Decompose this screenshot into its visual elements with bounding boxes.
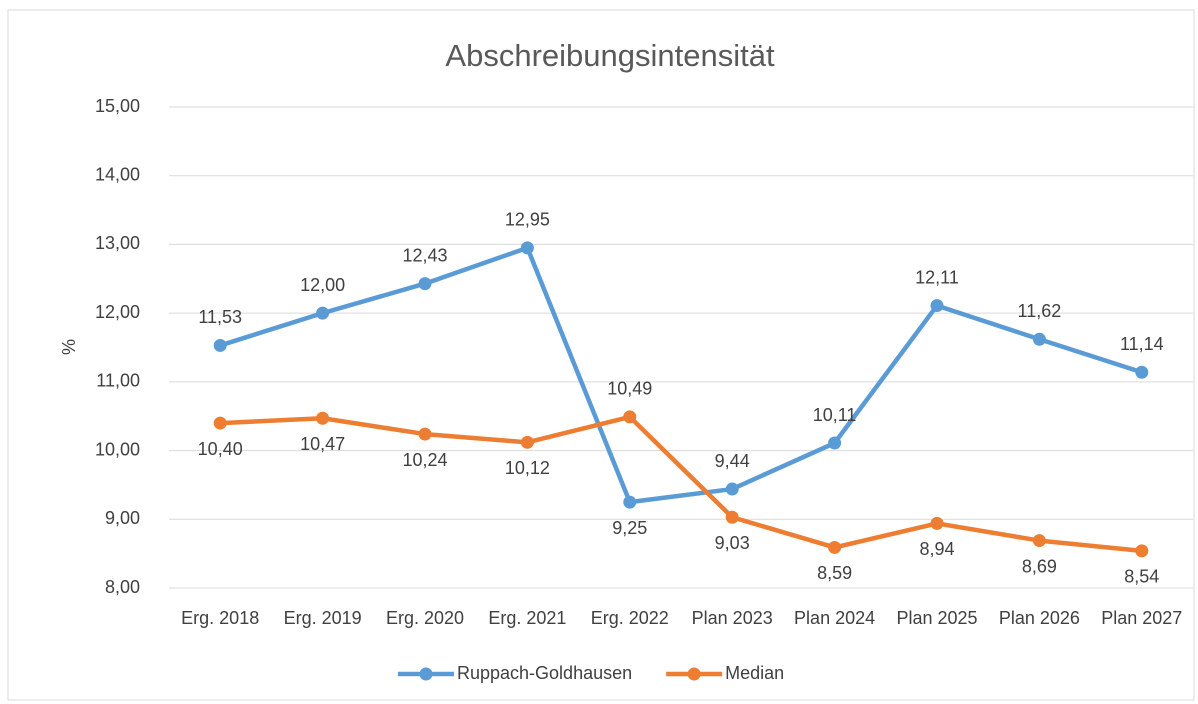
data-label: 12,00 — [300, 275, 345, 295]
x-tick-label: Plan 2025 — [896, 608, 977, 628]
data-label: 11,62 — [1018, 301, 1062, 321]
x-tick-label: Plan 2023 — [692, 608, 773, 628]
data-point — [418, 277, 432, 291]
data-label: 12,11 — [915, 267, 959, 287]
data-point — [1135, 365, 1149, 379]
data-label: 9,25 — [612, 518, 647, 538]
x-tick-label: Plan 2024 — [794, 608, 875, 628]
data-label: 10,24 — [402, 450, 447, 470]
legend-marker — [419, 667, 433, 681]
x-tick-label: Plan 2027 — [1101, 608, 1182, 628]
legend-label: Median — [725, 663, 784, 683]
data-label: 10,40 — [198, 439, 243, 459]
y-tick-label: 14,00 — [95, 164, 140, 184]
y-axis-label: % — [59, 339, 79, 355]
x-tick-label: Erg. 2021 — [488, 608, 566, 628]
data-point — [520, 241, 534, 255]
y-tick-label: 13,00 — [95, 233, 140, 253]
series-line — [220, 414, 1143, 554]
y-tick-label: 12,00 — [95, 302, 140, 322]
data-label: 8,94 — [919, 539, 954, 559]
x-tick-label: Erg. 2020 — [386, 608, 464, 628]
data-label: 8,54 — [1124, 567, 1159, 587]
legend-label: Ruppach-Goldhausen — [457, 663, 632, 683]
data-point — [828, 436, 842, 450]
data-point — [213, 338, 227, 352]
data-point — [316, 306, 330, 320]
data-label: 11,14 — [1120, 334, 1164, 354]
data-point — [930, 299, 944, 313]
data-label: 12,43 — [402, 245, 447, 265]
legend: Ruppach-Goldhausen Median — [398, 663, 784, 683]
data-label: 10,11 — [813, 405, 857, 425]
series-line — [219, 245, 1143, 505]
data-point — [623, 495, 637, 509]
data-point — [316, 411, 330, 425]
data-point — [930, 516, 944, 530]
legend-marker — [687, 667, 701, 681]
x-tick-label: Erg. 2019 — [284, 608, 362, 628]
data-point — [1135, 544, 1149, 558]
chart-frame — [7, 9, 1195, 701]
data-label: 9,44 — [715, 451, 750, 471]
y-tick-label: 10,00 — [95, 439, 140, 459]
data-point — [213, 416, 227, 430]
data-label: 10,12 — [505, 458, 550, 478]
y-tick-label: 8,00 — [105, 577, 140, 597]
data-label: 10,49 — [607, 379, 652, 399]
data-label: 12,95 — [505, 210, 550, 230]
x-tick-label: Plan 2026 — [999, 608, 1080, 628]
data-label: 8,69 — [1022, 556, 1057, 576]
data-point — [418, 427, 432, 441]
x-tick-label: Erg. 2022 — [591, 608, 669, 628]
data-label: 9,03 — [715, 533, 750, 553]
data-label: 11,53 — [198, 307, 242, 327]
data-label: 10,47 — [300, 434, 345, 454]
data-point — [1032, 332, 1046, 346]
data-point — [725, 510, 739, 524]
data-point — [1032, 534, 1046, 548]
data-point — [520, 435, 534, 449]
y-tick-label: 9,00 — [105, 508, 140, 528]
chart-title: Abschreibungsintensität — [445, 38, 775, 73]
y-tick-label: 11,00 — [96, 371, 140, 391]
data-point — [725, 482, 739, 496]
y-tick-label: 15,00 — [95, 96, 140, 116]
data-point — [828, 540, 842, 554]
x-tick-label: Erg. 2018 — [181, 608, 259, 628]
data-label: 8,59 — [817, 563, 852, 583]
data-point — [623, 410, 637, 424]
